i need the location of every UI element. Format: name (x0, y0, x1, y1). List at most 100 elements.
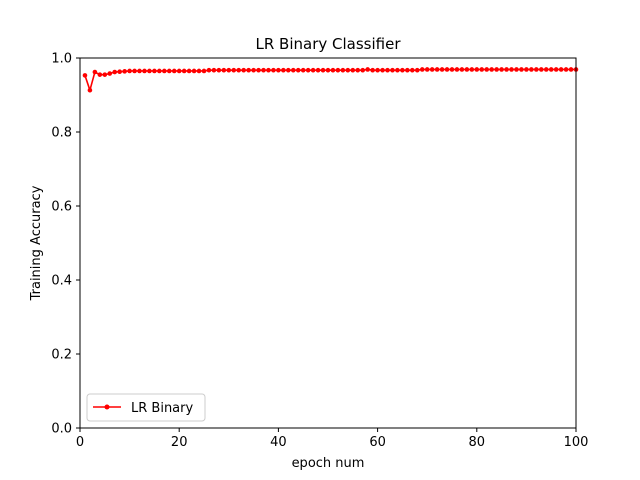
data-point (211, 67, 217, 73)
data-point (563, 67, 569, 72)
data-point (553, 67, 559, 72)
data-point (162, 68, 167, 74)
legend-label-lr-binary: LR Binary (131, 401, 193, 416)
data-point (157, 68, 162, 74)
data-point (251, 67, 256, 73)
x-tick-label: 40 (270, 435, 287, 450)
data-point (350, 67, 356, 73)
data-point (360, 67, 366, 73)
data-point (499, 67, 504, 72)
y-tick-label: 1.0 (51, 52, 72, 67)
data-point (152, 68, 157, 74)
data-point (256, 67, 261, 73)
data-point (261, 67, 266, 73)
y-axis-ticks: 0.0 0.2 0.4 0.6 0.8 1.0 (51, 52, 80, 437)
data-point (414, 67, 420, 73)
data-point (380, 67, 385, 73)
data-point (330, 67, 336, 73)
y-tick-label: 0.8 (51, 126, 72, 141)
data-point (385, 67, 390, 73)
x-tick-label: 100 (564, 435, 589, 450)
series-line-lr-binary (84, 68, 576, 91)
data-point (266, 67, 271, 73)
data-point (370, 67, 375, 73)
x-tick-label: 80 (469, 435, 486, 450)
data-point (271, 67, 276, 73)
data-point (147, 68, 152, 74)
data-point (548, 67, 554, 72)
data-point (320, 67, 326, 73)
data-point (92, 69, 98, 75)
data-point (469, 67, 475, 72)
data-point (176, 68, 182, 74)
data-point (300, 67, 306, 73)
data-point (132, 68, 137, 74)
data-point (395, 67, 400, 73)
data-point (529, 67, 534, 72)
data-point (419, 67, 425, 72)
plot-frame (79, 57, 577, 429)
data-point (509, 67, 514, 72)
data-point (181, 68, 187, 74)
legend-box (86, 393, 206, 422)
data-point (449, 67, 455, 72)
data-point (474, 67, 480, 72)
data-point (439, 67, 445, 72)
data-point (464, 67, 470, 72)
data-point (355, 67, 361, 73)
data-point (117, 69, 122, 74)
data-point (216, 67, 222, 73)
data-point (102, 72, 108, 77)
data-point (166, 68, 172, 74)
data-point (429, 67, 435, 72)
data-point (276, 67, 281, 73)
data-point (82, 73, 88, 78)
data-point (201, 68, 207, 74)
data-point (390, 67, 395, 73)
x-tick-label: 20 (171, 435, 188, 450)
data-point (226, 67, 232, 73)
x-axis-label: epoch num (292, 456, 365, 471)
data-point (558, 67, 564, 72)
data-point (246, 67, 251, 73)
data-point (295, 67, 301, 73)
data-point (142, 68, 147, 74)
y-axis-label: Training Accuracy (29, 185, 44, 301)
data-point (489, 67, 494, 72)
data-point (459, 67, 465, 72)
data-point (410, 67, 415, 73)
y-tick-label: 0.2 (51, 348, 72, 363)
data-point (186, 68, 192, 74)
data-point (538, 67, 544, 72)
data-point (107, 71, 113, 76)
x-tick-label: 60 (369, 435, 386, 450)
y-tick-label: 0.0 (51, 422, 72, 437)
data-point (375, 67, 380, 73)
data-point (345, 67, 351, 73)
data-point (479, 67, 485, 72)
data-point (365, 67, 370, 72)
data-point (122, 69, 127, 74)
data-point (221, 67, 227, 73)
data-point (127, 68, 132, 74)
data-point (335, 67, 341, 73)
data-point (305, 67, 311, 73)
data-point (424, 67, 430, 72)
chart-title: LR Binary Classifier (256, 35, 402, 53)
x-tick-label: 0 (76, 435, 84, 450)
data-point (97, 72, 103, 77)
data-point (543, 67, 549, 72)
data-point (236, 67, 242, 73)
data-point (112, 69, 118, 75)
data-point (281, 67, 286, 73)
data-point (434, 67, 440, 72)
data-point (405, 67, 410, 73)
data-point (524, 67, 529, 72)
data-point (310, 67, 316, 73)
data-point (400, 67, 405, 73)
plot-layer (82, 67, 579, 93)
legend: LR Binary (86, 393, 206, 422)
y-tick-label: 0.6 (51, 200, 72, 215)
data-point (325, 67, 331, 73)
